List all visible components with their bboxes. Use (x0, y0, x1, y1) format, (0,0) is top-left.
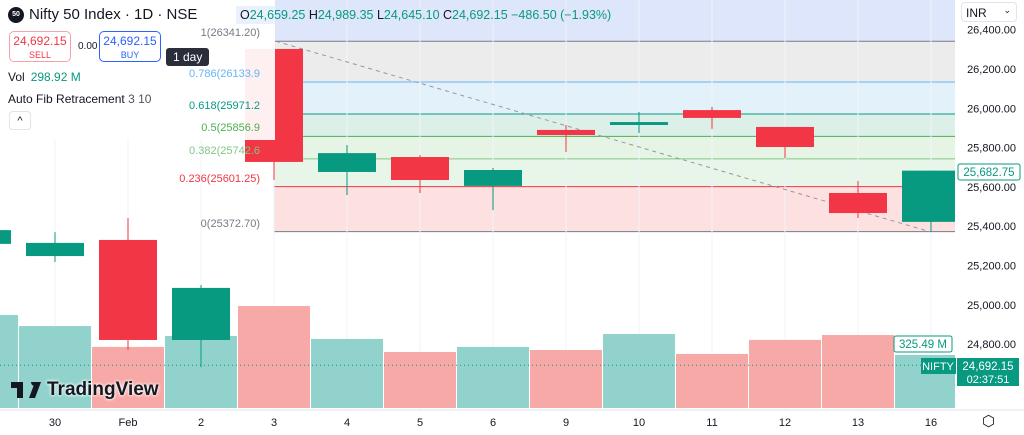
interval-tooltip: 1 day (166, 48, 210, 66)
time-tick: 9 (563, 417, 569, 429)
price-tick: 24,800.00 (967, 339, 1016, 351)
fib-params: 3 10 (128, 92, 152, 106)
last-price-value: 24,692.15 (962, 361, 1013, 373)
volume-bar (676, 353, 748, 408)
volume-bar (311, 338, 383, 408)
fib-level-label: 0.786(26133.9 (189, 67, 260, 80)
fib-level-label: 0.5(25856.9 (201, 122, 260, 135)
time-tick: 4 (344, 417, 350, 429)
legend-panel: 50 Nifty 50 Index · 1D · NSE 24,692.15 SE… (0, 0, 275, 140)
vol-label: Vol (8, 70, 25, 84)
time-tick: 11 (706, 417, 717, 429)
time-tick: 6 (490, 417, 496, 429)
collapse-legend-button[interactable]: ^ (9, 111, 31, 130)
volume-bar (92, 346, 164, 408)
symbol-tag (921, 358, 956, 374)
buy-price: 24,692.15 (103, 34, 157, 48)
volume-bar (822, 335, 894, 408)
fib-level-label: 0.618(25971.2 (189, 99, 260, 112)
sell-label: SELL (28, 50, 52, 60)
time-tick: 10 (633, 417, 645, 429)
time-axis (0, 411, 955, 435)
fib-trend-line (275, 40, 931, 233)
symbol-tag-label: NIFTY (922, 361, 954, 373)
last-candle-close-label: 25,682.75 (963, 167, 1014, 179)
price-tick: 25,400.00 (967, 221, 1016, 233)
candle-body (756, 126, 814, 148)
nifty-logo-icon: 50 (8, 6, 24, 23)
symbol-title[interactable]: 50 Nifty 50 Index · 1D · NSE (8, 6, 197, 23)
last-price-tag (957, 358, 1019, 386)
price-tick: 26,000.00 (967, 103, 1016, 115)
time-tick: 30 (49, 417, 61, 429)
last-volume-label-bg (893, 335, 953, 353)
fib-band (274, 81, 955, 114)
time-tick: 12 (779, 417, 791, 429)
candle-body (172, 287, 230, 340)
fib-indicator[interactable]: Auto Fib Retracement 3 10 (8, 92, 151, 106)
last-volume-label: 325.49 M (899, 339, 947, 351)
fib-level-label: 0.382(25742.6 (189, 144, 260, 157)
fib-level-label: 0(25372.70) (200, 217, 260, 230)
fib-band (274, 41, 955, 82)
vol-value: 298.92 M (30, 70, 81, 84)
time-tick: 3 (271, 417, 277, 429)
time-tick: 5 (417, 417, 423, 429)
symbol-name: Nifty 50 Index · 1D · NSE (29, 6, 198, 23)
fib-level-label: 0.236(25601.25) (179, 172, 260, 185)
candle-body (683, 110, 741, 118)
watermark-text: TradingView (47, 379, 159, 400)
tradingview-logo-icon (11, 382, 41, 398)
tradingview-logo[interactable]: TradingView (11, 379, 159, 401)
candle-body (26, 242, 84, 257)
volume-bar (749, 339, 821, 408)
currency-value: INR (966, 6, 987, 20)
ohlc-readout: O24,659.25 H24,989.35 L24,645.10 C24,692… (236, 6, 616, 24)
time-tick: 13 (852, 417, 864, 429)
sell-price: 24,692.15 (13, 34, 67, 48)
volume-bar (457, 346, 529, 408)
fib-label: Auto Fib Retracement (8, 92, 125, 106)
volume-bar (603, 334, 675, 408)
volume-bar (384, 351, 456, 408)
fib-level-label: 1(26341.20) (200, 27, 260, 40)
time-tick: 2 (198, 417, 204, 429)
candle-body (391, 157, 449, 181)
countdown: 02:37:51 (967, 374, 1010, 386)
chart-settings-icon[interactable]: ⬡ (982, 413, 996, 430)
volume-bar (530, 350, 602, 408)
price-tick: 26,400.00 (967, 25, 1016, 37)
candle-body (464, 170, 522, 186)
candle-body (99, 239, 157, 340)
price-tick: 26,200.00 (967, 64, 1016, 76)
candle-body (610, 122, 668, 126)
candle-body (0, 230, 11, 244)
chevron-down-icon: ⌄ (1003, 5, 1011, 15)
volume-indicator[interactable]: Vol 298.92 M (8, 70, 81, 84)
last-candle-close-label-bg (957, 163, 1021, 181)
time-tick: Feb (119, 417, 138, 429)
sell-button[interactable]: 24,692.15 SELL (9, 31, 71, 62)
time-tick: 16 (925, 417, 937, 429)
candle-body (829, 192, 887, 214)
price-tick: 25,800.00 (967, 143, 1016, 155)
price-tick: 25,600.00 (967, 182, 1016, 194)
candle-body (902, 170, 960, 222)
buy-button[interactable]: 24,692.15 BUY (99, 31, 161, 62)
buy-label: BUY (120, 50, 140, 60)
spread: 0.00 (78, 41, 98, 52)
price-tick: 25,000.00 (967, 300, 1016, 312)
price-tick: 25,200.00 (967, 261, 1016, 273)
currency-select[interactable]: INR ⌄ (961, 2, 1017, 22)
volume-bar (238, 306, 310, 408)
fib-band (274, 158, 955, 187)
candle-body (537, 129, 595, 136)
candle-body (318, 153, 376, 172)
fib-band (274, 113, 955, 137)
